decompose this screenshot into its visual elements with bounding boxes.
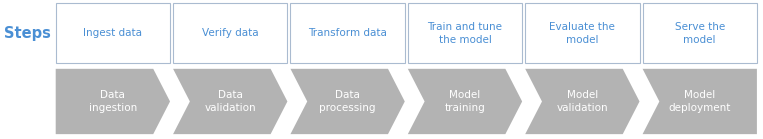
- FancyBboxPatch shape: [173, 3, 288, 63]
- Text: Model
deployment: Model deployment: [668, 90, 731, 113]
- Text: Ingest data: Ingest data: [83, 28, 143, 38]
- Text: Serve the
model: Serve the model: [674, 22, 725, 45]
- Polygon shape: [525, 69, 639, 134]
- Text: Data
processing: Data processing: [320, 90, 376, 113]
- Polygon shape: [56, 69, 170, 134]
- FancyBboxPatch shape: [525, 3, 639, 63]
- Text: Evaluate the
model: Evaluate the model: [549, 22, 615, 45]
- Polygon shape: [407, 69, 522, 134]
- FancyBboxPatch shape: [407, 3, 522, 63]
- Text: Transform data: Transform data: [308, 28, 387, 38]
- Text: Model
training: Model training: [445, 90, 485, 113]
- Text: Steps: Steps: [4, 26, 50, 41]
- Text: Data
validation: Data validation: [204, 90, 256, 113]
- Polygon shape: [291, 69, 405, 134]
- Text: Model
validation: Model validation: [556, 90, 608, 113]
- Text: Verify data: Verify data: [202, 28, 259, 38]
- Polygon shape: [173, 69, 288, 134]
- FancyBboxPatch shape: [291, 3, 405, 63]
- Text: Data
ingestion: Data ingestion: [89, 90, 137, 113]
- FancyBboxPatch shape: [642, 3, 757, 63]
- Text: Train and tune
the model: Train and tune the model: [427, 22, 503, 45]
- Polygon shape: [642, 69, 757, 134]
- FancyBboxPatch shape: [56, 3, 170, 63]
